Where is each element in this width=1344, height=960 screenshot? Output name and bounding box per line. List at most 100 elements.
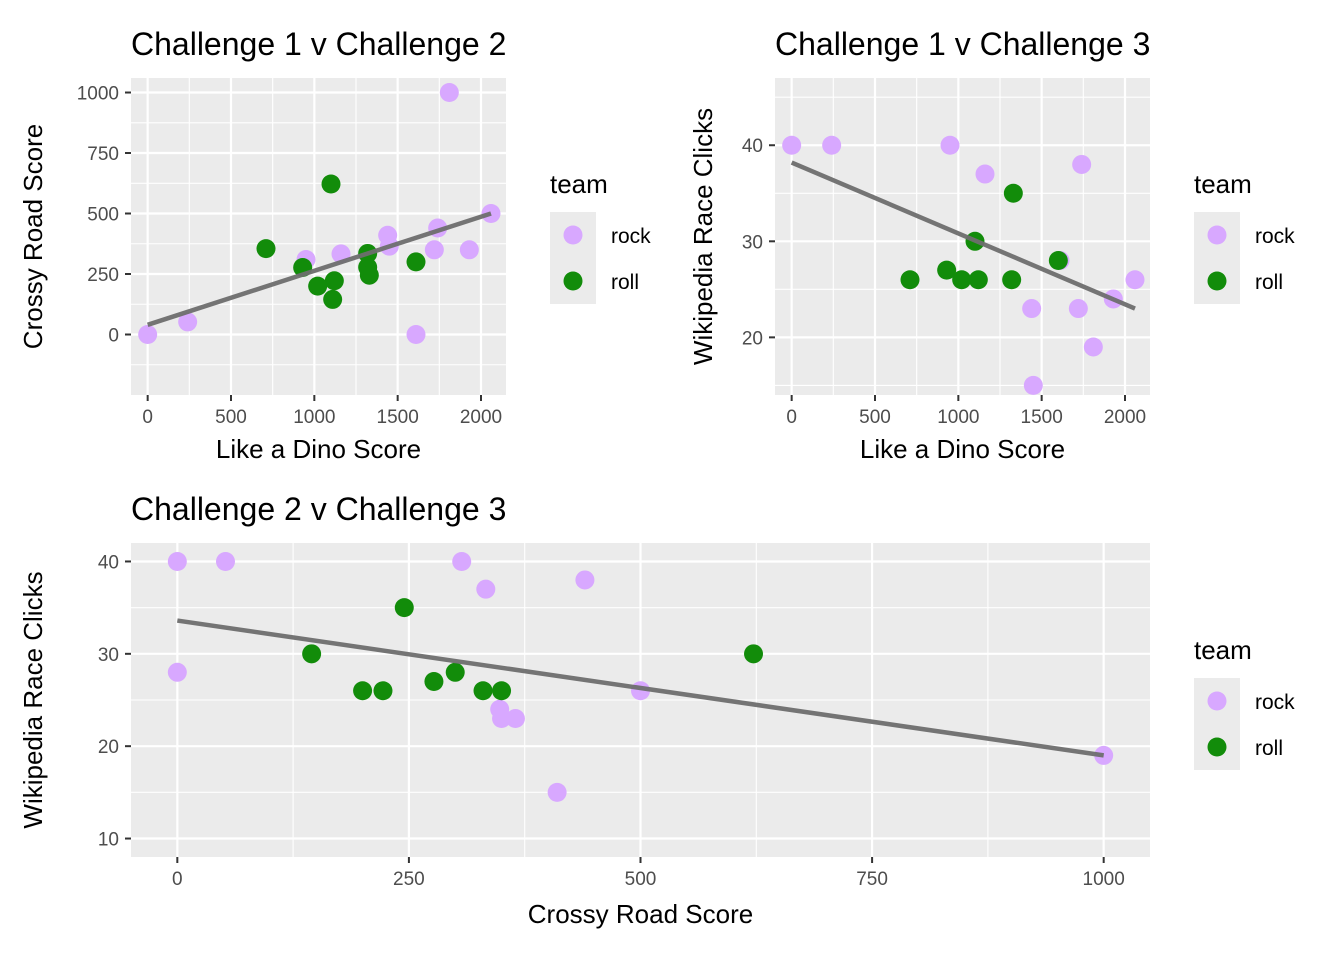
data-point-rock (1072, 154, 1092, 174)
legend-key-roll (1207, 737, 1227, 757)
data-point-roll (406, 252, 426, 272)
legend-key-roll (563, 271, 583, 291)
x-tick-label: 0 (786, 407, 797, 428)
data-point-roll (308, 276, 328, 296)
legend-label-rock: rock (1255, 691, 1295, 714)
legend-key-roll (1207, 271, 1227, 291)
legend-key-rock (1207, 225, 1227, 245)
data-point-rock (178, 312, 198, 332)
y-axis-title: Crossy Road Score (18, 124, 48, 349)
data-point-roll (445, 662, 465, 682)
legend-label-roll: roll (611, 271, 639, 294)
data-point-roll (353, 681, 373, 701)
data-point-rock (505, 708, 525, 728)
data-point-rock (782, 135, 802, 155)
x-tick-label: 500 (859, 407, 891, 428)
data-point-rock (822, 135, 842, 155)
chart-title: Challenge 1 v Challenge 3 (775, 26, 1150, 62)
data-point-rock (476, 579, 496, 599)
data-point-rock (439, 83, 459, 103)
y-tick-label: 30 (98, 645, 119, 666)
legend-label-roll: roll (1255, 737, 1283, 760)
trend-line (790, 160, 1136, 311)
y-tick-label: 750 (87, 144, 119, 165)
x-tick-label: 2000 (460, 407, 502, 428)
data-point-roll (473, 681, 493, 701)
data-point-roll (424, 672, 444, 692)
legend-key-rock (1207, 691, 1227, 711)
y-tick-label: 250 (87, 265, 119, 286)
x-tick-label: 1000 (937, 407, 979, 428)
data-point-roll (359, 265, 379, 285)
data-point-rock (406, 325, 426, 345)
data-point-roll (1002, 270, 1022, 290)
chart-panel-3: 0 250 500 750 1000 10 20 30 40 Challenge 2 v Chal… (18, 491, 1295, 929)
data-point-roll (968, 270, 988, 290)
data-point-rock (547, 782, 567, 802)
legend: team rock roll (1194, 169, 1295, 304)
data-point-rock (1083, 337, 1103, 357)
y-tick-label: 20 (98, 737, 119, 758)
y-tick-label: 1000 (77, 84, 119, 105)
chart-panel-2: 0 500 1000 1500 2000 20 30 40 Challenge 1 v Chal… (688, 26, 1295, 464)
data-point-roll (1003, 183, 1023, 203)
y-tick-label: 20 (742, 328, 763, 349)
data-point-rock (452, 551, 472, 571)
chart-title: Challenge 2 v Challenge 3 (131, 491, 506, 527)
data-point-rock (1125, 270, 1145, 290)
x-tick-label: 1500 (1021, 407, 1063, 428)
legend-title: team (1194, 169, 1252, 199)
data-point-rock (492, 708, 512, 728)
y-tick-label: 30 (742, 232, 763, 253)
x-tick-label: 1500 (377, 407, 419, 428)
y-axis-title: Wikipedia Race Clicks (688, 108, 718, 365)
data-point-roll (492, 681, 512, 701)
x-tick-label: 0 (142, 407, 153, 428)
data-point-roll (321, 174, 341, 194)
legend-label-roll: roll (1255, 271, 1283, 294)
legend-key-rock (563, 225, 583, 245)
data-point-roll (373, 681, 393, 701)
y-tick-label: 40 (98, 552, 119, 573)
legend-label-rock: rock (611, 225, 651, 248)
x-tick-label: 2000 (1104, 407, 1146, 428)
data-point-rock (167, 662, 187, 682)
data-point-roll (302, 644, 322, 664)
x-tick-label: 500 (215, 407, 247, 428)
trend-line (146, 211, 492, 327)
x-tick-label: 750 (856, 869, 888, 890)
y-tick-label: 40 (742, 136, 763, 157)
x-tick-label: 1000 (1083, 869, 1125, 890)
y-tick-label: 500 (87, 205, 119, 226)
data-point-rock (575, 570, 595, 590)
data-point-rock (940, 135, 960, 155)
data-point-rock (424, 240, 444, 260)
data-point-roll (394, 598, 414, 618)
data-point-rock (1068, 299, 1088, 319)
data-point-rock (215, 551, 235, 571)
y-axis-title: Wikipedia Race Clicks (18, 571, 48, 828)
x-axis-title: Like a Dino Score (860, 434, 1065, 464)
chart-title: Challenge 1 v Challenge 2 (131, 26, 506, 62)
data-point-rock (459, 240, 479, 260)
data-point-roll (952, 270, 972, 290)
data-point-rock (1022, 299, 1042, 319)
legend-title: team (550, 169, 608, 199)
y-tick-label: 10 (98, 830, 119, 851)
data-point-rock (1023, 375, 1043, 395)
legend-title: team (1194, 635, 1252, 665)
y-tick-label: 0 (108, 326, 119, 347)
trend-line (176, 618, 1105, 758)
data-point-roll (323, 289, 343, 309)
data-point-roll (324, 271, 344, 291)
data-point-rock (167, 551, 187, 571)
data-point-roll (900, 270, 920, 290)
x-axis-title: Like a Dino Score (216, 434, 421, 464)
plot-background (131, 78, 506, 395)
data-point-rock (138, 325, 158, 345)
legend: team rock roll (1194, 635, 1295, 770)
data-point-roll (744, 644, 764, 664)
x-tick-label: 500 (625, 869, 657, 890)
legend: team rock roll (550, 169, 651, 304)
data-point-rock (975, 164, 995, 184)
